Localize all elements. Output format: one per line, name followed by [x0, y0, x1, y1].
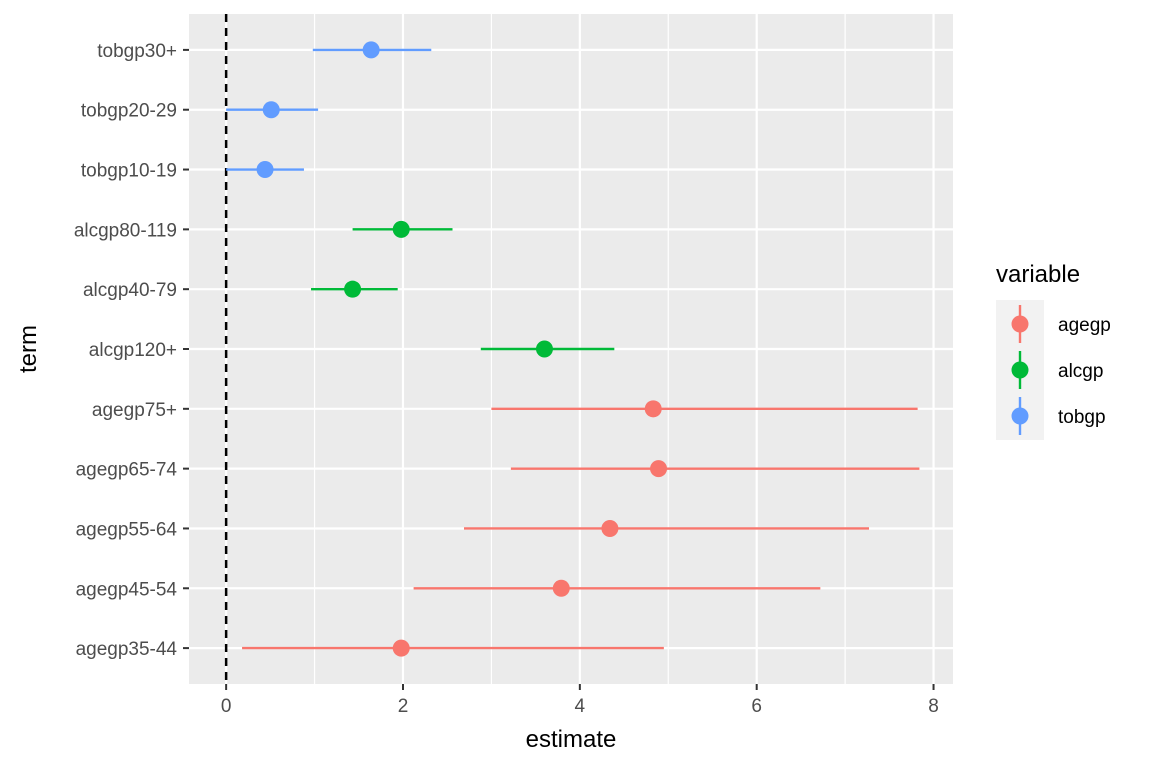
- y-tick-label: agegp45-54: [76, 579, 178, 600]
- point-alcgp: [344, 280, 362, 298]
- legend-label-tobgp: tobgp: [1058, 407, 1106, 428]
- point-tobgp: [262, 101, 280, 119]
- legend-key-point-alcgp: [1011, 361, 1029, 379]
- y-tick-label: alcgp120+: [89, 340, 177, 361]
- legend-label-alcgp: alcgp: [1058, 361, 1103, 382]
- y-tick-label: alcgp80-119: [74, 220, 177, 241]
- point-alcgp: [535, 340, 553, 358]
- y-tick-label: tobgp30+: [97, 41, 177, 62]
- y-tick-label: agegp35-44: [76, 639, 178, 660]
- point-tobgp: [362, 41, 380, 59]
- legend-key-point-tobgp: [1011, 407, 1029, 425]
- y-tick-label: tobgp10-19: [81, 161, 177, 182]
- y-tick-label: alcgp40-79: [83, 280, 177, 301]
- y-tick-label: agegp75+: [92, 400, 177, 421]
- legend-label-agegp: agegp: [1058, 315, 1111, 336]
- data-marks: [226, 41, 920, 657]
- x-tick-label: 0: [221, 696, 232, 717]
- legend-key-point-agegp: [1011, 315, 1029, 333]
- point-alcgp: [392, 220, 410, 238]
- legend: variable agegp alcgp tobgp: [996, 261, 1111, 440]
- point-agegp: [392, 639, 410, 657]
- y-axis: agegp35-44 agegp45-54 agegp55-64 agegp65-74…: [74, 41, 189, 660]
- y-axis-title: term: [15, 325, 42, 373]
- x-tick-label: 6: [751, 696, 762, 717]
- y-tick-label: agegp55-64: [76, 519, 178, 540]
- y-tick-label: tobgp20-29: [81, 101, 177, 122]
- x-tick-label: 2: [398, 696, 409, 717]
- point-tobgp: [256, 161, 274, 179]
- x-tick-label: 8: [928, 696, 939, 717]
- x-axis: 0 2 4 6 8: [221, 684, 939, 717]
- point-agegp: [601, 519, 619, 537]
- point-agegp: [650, 460, 668, 478]
- y-tick-label: agegp65-74: [76, 460, 178, 481]
- legend-title: variable: [996, 261, 1080, 288]
- point-agegp: [644, 400, 662, 418]
- x-axis-title: estimate: [526, 726, 617, 753]
- point-agegp: [552, 579, 570, 597]
- x-tick-label: 4: [575, 696, 586, 717]
